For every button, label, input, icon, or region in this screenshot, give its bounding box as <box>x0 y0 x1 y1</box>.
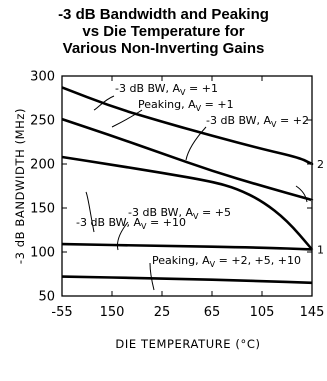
x-axis-label: DIE TEMPERATURE (°C) <box>115 337 260 351</box>
y-tick-label: 250 <box>30 114 55 129</box>
series-peaking-av1 <box>61 117 314 202</box>
y-tick-label: 300 <box>30 70 55 85</box>
y-axis-label: -3 dB BANDWIDTH (MHz) <box>13 108 27 264</box>
annotation-leader <box>149 262 155 291</box>
annotation-peaking-av1: Peaking, AV = +1 <box>138 98 234 113</box>
annotation-leader <box>185 126 207 161</box>
annotation-bw-av2: -3 dB BW, AV = +2 <box>206 114 309 129</box>
chart-title-line-1: -3 dB Bandwidth and Peaking <box>58 6 269 23</box>
chart-title-line-2: vs Die Temperature for <box>82 23 245 40</box>
annotation-leader <box>117 221 129 251</box>
plot-frame <box>61 75 313 297</box>
x-tick-label: 145 <box>300 305 325 320</box>
series-bw-av10 <box>61 242 313 251</box>
annotation-leader <box>93 95 115 111</box>
chart-title: -3 dB Bandwidth and Peaking vs Die Tempe… <box>0 6 327 57</box>
annotation-leader <box>85 191 95 233</box>
annotation-bw-av10: -3 dB BW, AV = +10 <box>76 216 186 231</box>
annotation-bw-av1: -3 dB BW, AV = +1 <box>115 82 218 97</box>
annotation-peaking-all: Peaking, AV = +2, +5, +10 <box>152 254 301 269</box>
annotation-leader <box>295 185 308 203</box>
x-tick-label: 105 <box>250 305 275 320</box>
y-tick-label: 150 <box>30 202 55 217</box>
annotation-leader <box>111 109 143 128</box>
series-bw-av2 <box>61 155 314 251</box>
series-peaking-all <box>61 275 313 285</box>
right-curve-label: 1 <box>317 243 324 256</box>
series-bw-av1 <box>61 86 314 166</box>
chart-title-line-3: Various Non-Inverting Gains <box>62 40 265 57</box>
y-tick-label: 100 <box>30 246 55 261</box>
y-tick-label: 50 <box>38 290 55 305</box>
y-tick-label: 200 <box>30 158 55 173</box>
x-tick-label: 65 <box>204 305 221 320</box>
x-tick-label: -55 <box>51 305 72 320</box>
annotation-bw-av5: -3 dB BW, AV = +5 <box>128 206 231 221</box>
x-tick-label: 25 <box>154 305 171 320</box>
x-tick-label: 150 <box>100 305 125 320</box>
right-curve-label: 2 <box>317 158 324 171</box>
